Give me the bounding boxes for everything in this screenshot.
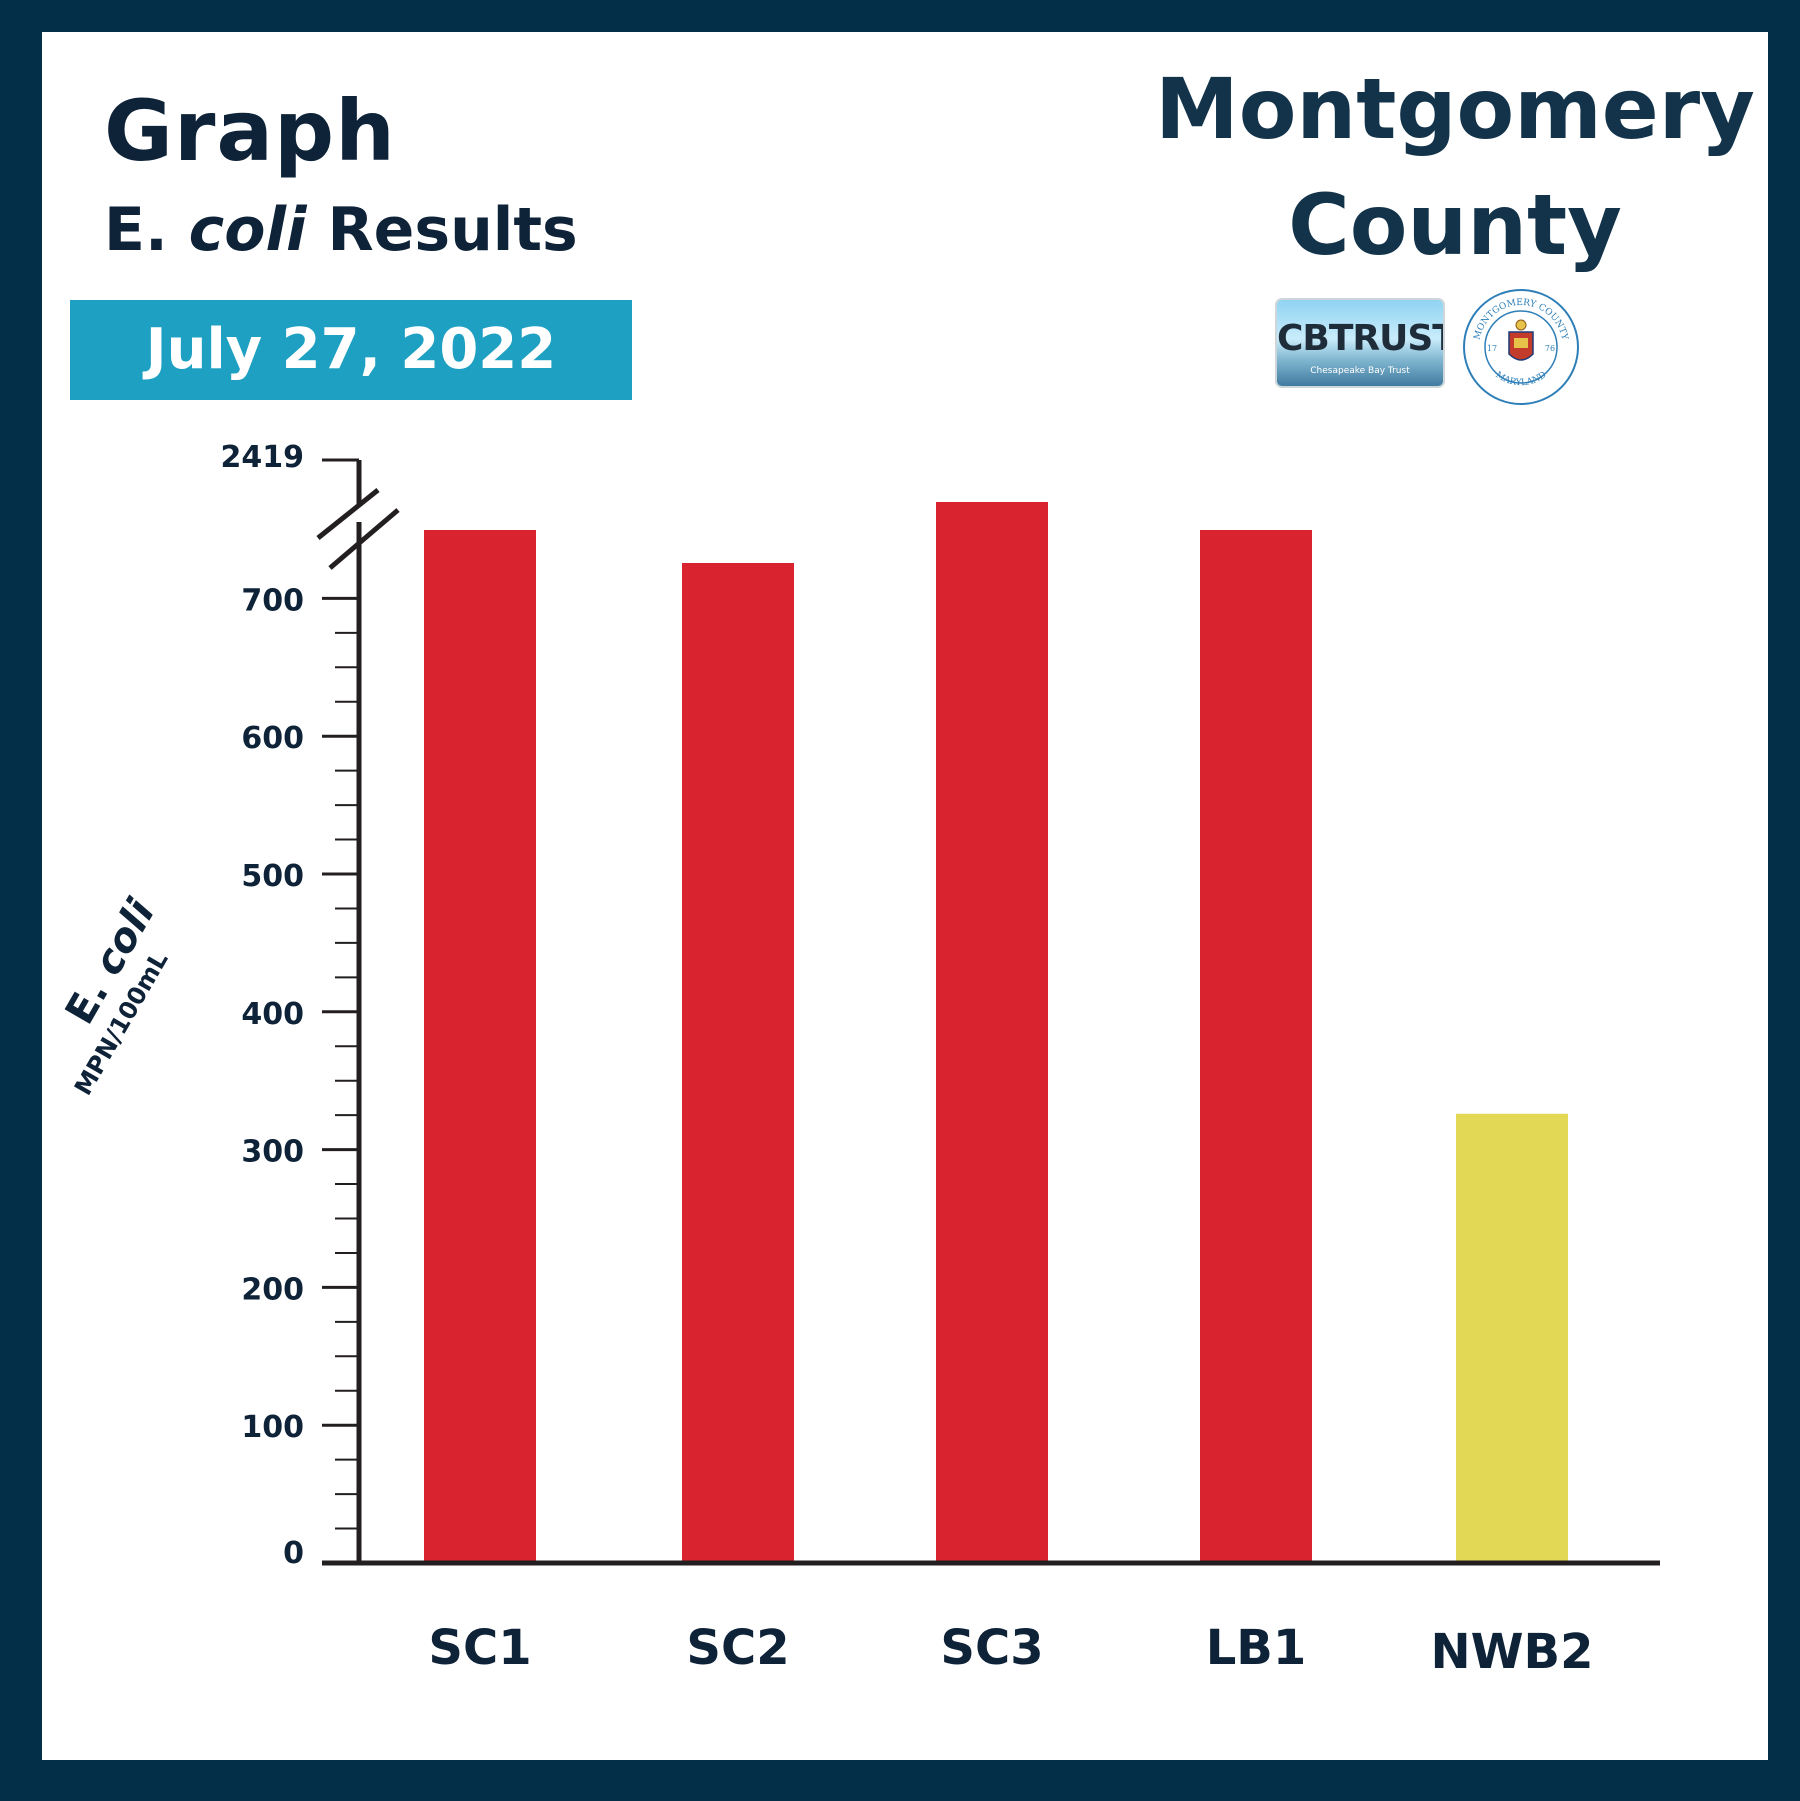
bar-nwb2 [1456,1113,1568,1561]
county-seal-logo: MONTGOMERY COUNTY MARYLAND 17 76 [1463,289,1579,405]
y-tick-label-600: 600 [241,721,304,756]
cbtrust-logo-tagline: Chesapeake Bay Trust [1310,366,1410,376]
category-label-sc2: SC2 [686,1620,789,1676]
category-label-lb1: LB1 [1206,1620,1307,1676]
y-tick-label-300: 300 [241,1135,304,1170]
page-subtitle: E. coli Results [104,195,578,265]
cbtrust-logo: CBTRUST Chesapeake Bay Trust [1275,298,1445,388]
y-tick-label-500: 500 [241,859,304,894]
seal-year-left: 17 [1487,344,1497,353]
subtitle-prefix: E. [104,195,189,265]
category-label-sc3: SC3 [940,1620,1043,1676]
y-tick-label-400: 400 [241,997,304,1032]
county-title-line1: Montgomery [1155,60,1755,158]
category-label-nwb2: NWB2 [1430,1624,1593,1680]
axis-break-icon [316,488,400,570]
subtitle-italic: coli [188,195,307,265]
category-label-sc1: SC1 [428,1620,531,1676]
y-tick-label-top: 2419 [221,440,305,475]
x-category-labels: SC1 SC2 SC3 LB1 NWB2 [428,1620,1593,1680]
y-tick-label-200: 200 [241,1272,304,1307]
y-tick-labels: 0 100 200 300 400 500 600 700 2419 [221,440,305,1571]
bar-sc3 [936,502,1048,1561]
date-banner: July 27, 2022 [70,300,632,400]
bars-layer [424,502,1568,1561]
bar-lb1 [1200,530,1312,1561]
y-tick-label-700: 700 [241,583,304,618]
page-title: Graph [104,82,396,180]
y-tick-label-100: 100 [241,1410,304,1445]
bar-sc2 [682,563,794,1561]
subtitle-suffix: Results [306,195,578,265]
county-title-line2: County [1288,176,1622,274]
y-tick-label-0: 0 [283,1536,304,1571]
bar-sc1 [424,530,536,1561]
y-axis-ticks [322,458,359,1565]
cbtrust-logo-text: CBTRUST [1277,318,1445,359]
seal-year-right: 76 [1545,344,1555,353]
date-text: July 27, 2022 [145,317,557,382]
